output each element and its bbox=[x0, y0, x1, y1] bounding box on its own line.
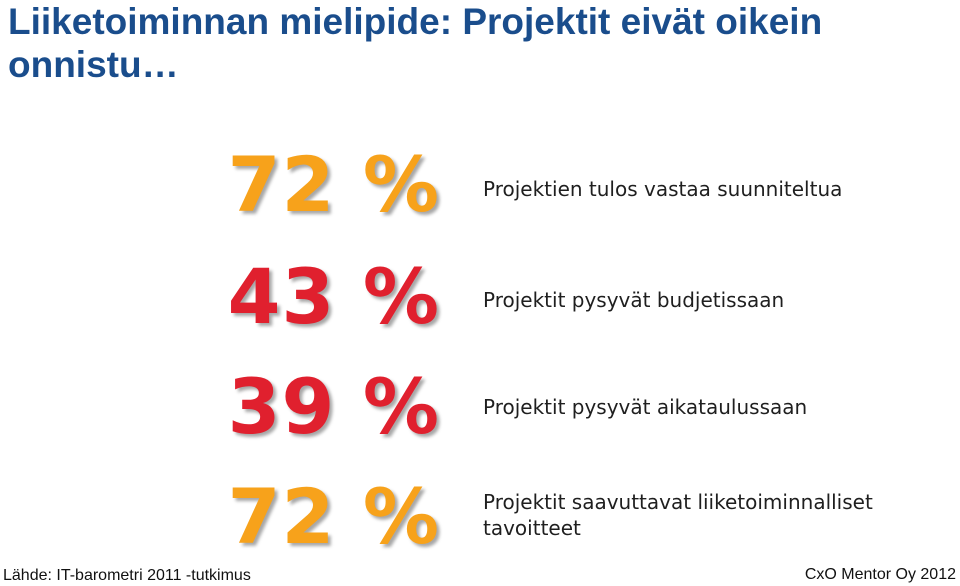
stat-value: 72 % bbox=[227, 140, 440, 229]
slide-title: Liiketoiminnan mielipide: Projektit eivä… bbox=[8, 1, 823, 85]
stat-value: 39 % bbox=[227, 362, 440, 451]
stat-description: Projektit pysyvät budjetissaan bbox=[483, 288, 785, 312]
source-note: Lähde: IT-barometri 2011 -tutkimus bbox=[3, 567, 251, 584]
company-credit: CxO Mentor Oy 2012 bbox=[804, 566, 956, 583]
stat-description: Projektit pysyvät aikataulussaan bbox=[483, 395, 808, 419]
stat-value: 43 % bbox=[227, 252, 440, 341]
stat-description: Projektit saavuttavat liiketoiminnallise… bbox=[483, 490, 873, 540]
stat-description: Projektien tulos vastaa suunniteltua bbox=[483, 177, 843, 201]
stat-value: 72 % bbox=[227, 472, 440, 561]
